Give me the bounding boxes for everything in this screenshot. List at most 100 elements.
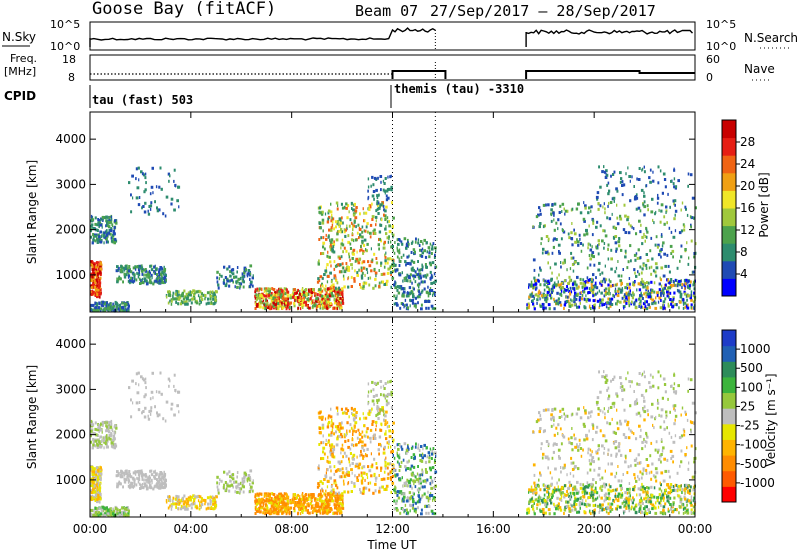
power-cell [584, 206, 587, 210]
power-cell [267, 294, 270, 298]
velocity-cell [288, 511, 291, 514]
velocity-cell [90, 498, 93, 501]
power-cell [342, 250, 344, 254]
power-cell [649, 295, 651, 299]
power-cell [671, 249, 675, 253]
power-cell [225, 277, 229, 281]
velocity-cell [182, 502, 186, 506]
power-cell [636, 177, 638, 181]
velocity-cell [106, 421, 108, 425]
power-cell [392, 233, 395, 237]
power-cell [614, 289, 617, 293]
power-cell [298, 303, 301, 307]
power-cell [630, 300, 633, 304]
velocity-cell [96, 446, 99, 449]
power-cell [164, 274, 167, 278]
power-cell [607, 204, 609, 208]
velocity-cell [215, 495, 218, 499]
velocity-cell [105, 445, 108, 449]
velocity-cell [313, 509, 316, 513]
velocity-cell [326, 459, 329, 463]
power-cell [346, 224, 348, 228]
velocity-cell [293, 503, 296, 507]
power-cell [330, 264, 332, 268]
power-cell [654, 270, 657, 274]
power-cell [432, 291, 435, 295]
power-cell [322, 245, 325, 249]
power-cell [152, 191, 154, 195]
power-cell [615, 302, 617, 306]
power-cell [409, 273, 412, 277]
velocity-cell [373, 437, 377, 440]
velocity-cell [360, 481, 364, 485]
velocity-cell [135, 483, 138, 487]
colorbar-swatch [722, 208, 736, 227]
power-cell [362, 284, 365, 288]
power-cell [135, 278, 138, 282]
power-cell [218, 277, 220, 281]
velocity-cell [278, 502, 280, 506]
power-cell [399, 260, 402, 263]
power-cell [322, 306, 326, 310]
velocity-cell [113, 431, 116, 435]
power-cell [345, 202, 348, 206]
freq-tick-high: 18 [62, 53, 76, 66]
velocity-cell [146, 480, 148, 484]
power-cell [594, 281, 597, 285]
power-cell [414, 250, 416, 254]
power-cell [304, 295, 307, 299]
power-cell [405, 244, 409, 248]
power-cell [412, 248, 416, 252]
power-cell [172, 291, 175, 295]
power-cell [614, 226, 617, 230]
power-cell [430, 289, 434, 292]
power-cell [583, 298, 587, 302]
power-cell [546, 285, 549, 289]
velocity-cell [335, 483, 338, 487]
power-cell [265, 289, 268, 293]
power-cell [415, 273, 417, 277]
power-cell [281, 306, 284, 310]
power-cell [144, 188, 147, 192]
power-cell [113, 226, 116, 230]
velocity-cell [138, 482, 141, 486]
velocity-cell [90, 440, 93, 444]
velocity-cell [375, 479, 377, 483]
velocity-cell [307, 497, 310, 501]
power-cell [668, 291, 672, 295]
power-cell [589, 257, 592, 261]
power-cell [424, 263, 427, 266]
power-cell [214, 296, 217, 299]
power-cell [123, 268, 126, 272]
velocity-cell [321, 489, 324, 493]
velocity-cell [131, 482, 134, 486]
power-cell [674, 203, 676, 207]
power-cell [372, 286, 375, 290]
velocity-cell [190, 498, 192, 502]
power-cell [423, 238, 426, 242]
velocity-cell [359, 490, 362, 494]
velocity-cell [374, 489, 377, 493]
velocity-cell [165, 483, 167, 487]
power-cell [632, 227, 635, 231]
power-cell [286, 303, 289, 307]
power-cell [292, 295, 295, 299]
power-cell [607, 243, 610, 247]
power-cell [345, 206, 348, 210]
power-cell [195, 299, 198, 303]
power-cell [99, 264, 102, 267]
velocity-cell [99, 472, 103, 476]
power-cell [656, 196, 660, 200]
power-cell [590, 280, 594, 284]
velocity-cell [255, 509, 259, 513]
power-cell [683, 292, 687, 296]
power-cell [602, 229, 605, 233]
power-cell [149, 204, 153, 208]
power-cell [299, 293, 302, 297]
velocity-cell [362, 456, 365, 460]
power-cell [383, 242, 386, 246]
velocity-cell [160, 482, 163, 486]
velocity-cell [333, 503, 336, 507]
velocity-cell [365, 453, 367, 456]
power-cell [600, 283, 603, 287]
